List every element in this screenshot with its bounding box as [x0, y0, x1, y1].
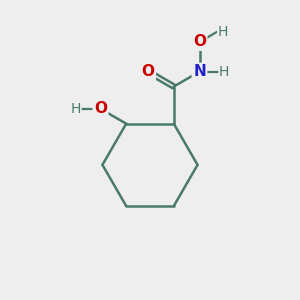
Text: H: H: [218, 25, 228, 38]
Text: H: H: [70, 102, 81, 116]
Text: N: N: [193, 64, 206, 79]
Text: O: O: [193, 34, 206, 50]
Text: O: O: [142, 64, 154, 79]
Text: H: H: [219, 65, 230, 79]
Text: O: O: [94, 101, 107, 116]
